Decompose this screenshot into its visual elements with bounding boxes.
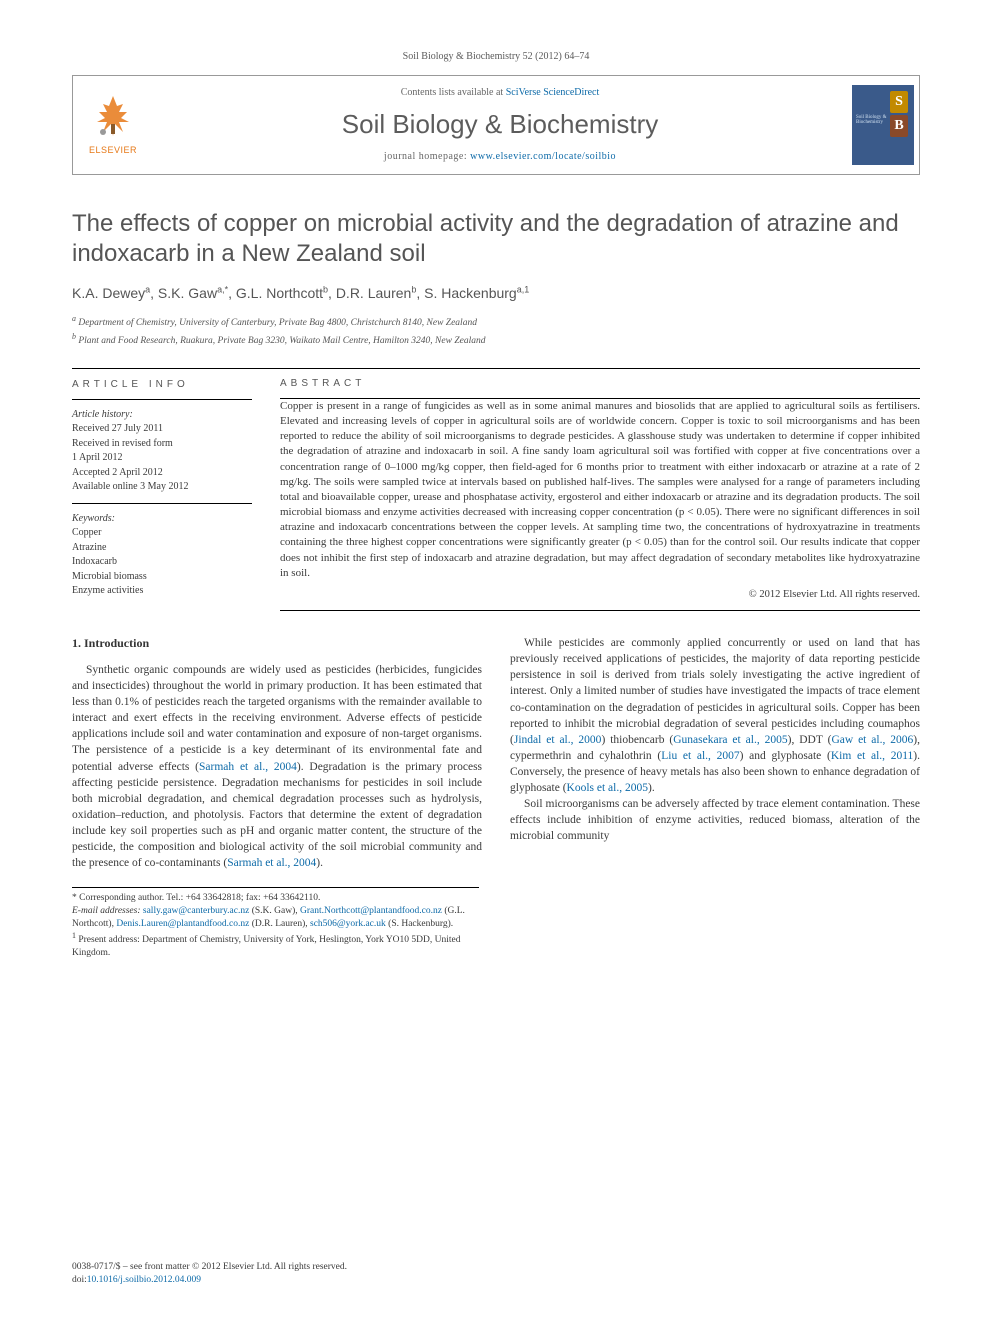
article-history-lines: Received 27 July 2011Received in revised…	[72, 422, 252, 495]
body-text: ), DDT (	[788, 734, 832, 746]
citation-link[interactable]: Kim et al., 2011	[831, 750, 913, 762]
article-body: 1. Introduction Synthetic organic compou…	[72, 635, 920, 871]
body-text: While pesticides are commonly applied co…	[510, 637, 920, 746]
article-info-heading: ARTICLE INFO	[72, 370, 252, 399]
body-text: ) thiobencarb (	[601, 734, 673, 746]
body-text: Synthetic organic compounds are widely u…	[72, 664, 482, 773]
contents-available-line: Contents lists available at SciVerse Sci…	[153, 86, 847, 101]
homepage-prefix: journal homepage:	[384, 151, 470, 162]
elsevier-tree-icon	[89, 92, 137, 140]
citation-link[interactable]: Sarmah et al., 2004	[199, 761, 297, 773]
article-info-sidebar: ARTICLE INFO Article history: Received 2…	[72, 369, 252, 611]
footnotes: * Corresponding author. Tel.: +64 336428…	[72, 887, 479, 959]
citation-link[interactable]: Kools et al., 2005	[567, 782, 648, 794]
sciencedirect-link[interactable]: SciVerse ScienceDirect	[506, 87, 600, 98]
footnote-marker: 1	[72, 931, 76, 940]
body-paragraph: Synthetic organic compounds are widely u…	[72, 662, 482, 871]
section-number: 1.	[72, 636, 81, 650]
body-paragraph: Soil microorganisms can be adversely aff…	[510, 796, 920, 844]
doi-line: doi:10.1016/j.soilbio.2012.04.009	[72, 1274, 347, 1287]
footnote-text: Present address: Department of Chemistry…	[72, 935, 461, 958]
page-footer: 0038-0717/$ – see front matter © 2012 El…	[72, 1261, 347, 1287]
body-text: ). Degradation is the primary process af…	[72, 761, 482, 870]
cover-mini-title: Soil Biology & Biochemistry	[856, 115, 914, 126]
journal-homepage-link[interactable]: www.elsevier.com/locate/soilbio	[470, 151, 616, 162]
keywords-label: Keywords:	[72, 508, 252, 527]
cover-s-icon: S	[890, 91, 908, 113]
body-paragraph: While pesticides are commonly applied co…	[510, 635, 920, 796]
corresponding-author-note: * Corresponding author. Tel.: +64 336428…	[72, 892, 479, 905]
present-address-note: 1 Present address: Department of Chemist…	[72, 931, 479, 960]
abstract-heading: ABSTRACT	[280, 369, 920, 398]
doi-link[interactable]: 10.1016/j.soilbio.2012.04.009	[87, 1275, 201, 1285]
doi-prefix: doi:	[72, 1275, 87, 1285]
publisher-name: ELSEVIER	[89, 144, 137, 157]
citation-link[interactable]: Gaw et al., 2006	[831, 734, 913, 746]
journal-header: ELSEVIER Contents lists available at Sci…	[72, 75, 920, 176]
abstract-column: ABSTRACT Copper is present in a range of…	[280, 369, 920, 611]
journal-cover-cell: S B Soil Biology & Biochemistry	[847, 76, 919, 175]
article-title: The effects of copper on microbial activ…	[72, 209, 920, 269]
journal-cover-thumbnail: S B Soil Biology & Biochemistry	[852, 85, 914, 165]
body-text: Soil microorganisms can be adversely aff…	[510, 798, 920, 842]
citation-link[interactable]: Sarmah et al., 2004	[227, 857, 316, 869]
affiliations: a Department of Chemistry, University of…	[72, 313, 920, 348]
section-title: Introduction	[84, 636, 149, 650]
section-heading-introduction: 1. Introduction	[72, 635, 482, 652]
citation-link[interactable]: Gunasekara et al., 2005	[673, 734, 787, 746]
keyword-list: CopperAtrazineIndoxacarbMicrobial biomas…	[72, 526, 252, 599]
citation-link[interactable]: Liu et al., 2007	[661, 750, 739, 762]
abstract-copyright: © 2012 Elsevier Ltd. All rights reserved…	[280, 587, 920, 602]
issn-copyright-line: 0038-0717/$ – see front matter © 2012 El…	[72, 1261, 347, 1274]
publisher-logo: ELSEVIER	[73, 76, 153, 175]
author-list: K.A. Deweya, S.K. Gawa,*, G.L. Northcott…	[72, 283, 920, 303]
citation-link[interactable]: Jindal et al., 2000	[514, 734, 602, 746]
citation-line: Soil Biology & Biochemistry 52 (2012) 64…	[72, 50, 920, 65]
abstract-text: Copper is present in a range of fungicid…	[280, 399, 920, 581]
contents-prefix: Contents lists available at	[401, 87, 506, 98]
article-history-label: Article history:	[72, 404, 252, 423]
journal-name: Soil Biology & Biochemistry	[153, 106, 847, 144]
body-text: ).	[648, 782, 655, 794]
body-text: ) and glyphosate (	[740, 750, 831, 762]
journal-homepage-line: journal homepage: www.elsevier.com/locat…	[153, 150, 847, 165]
body-text: ).	[316, 857, 323, 869]
email-addresses: E-mail addresses: sally.gaw@canterbury.a…	[72, 905, 479, 931]
